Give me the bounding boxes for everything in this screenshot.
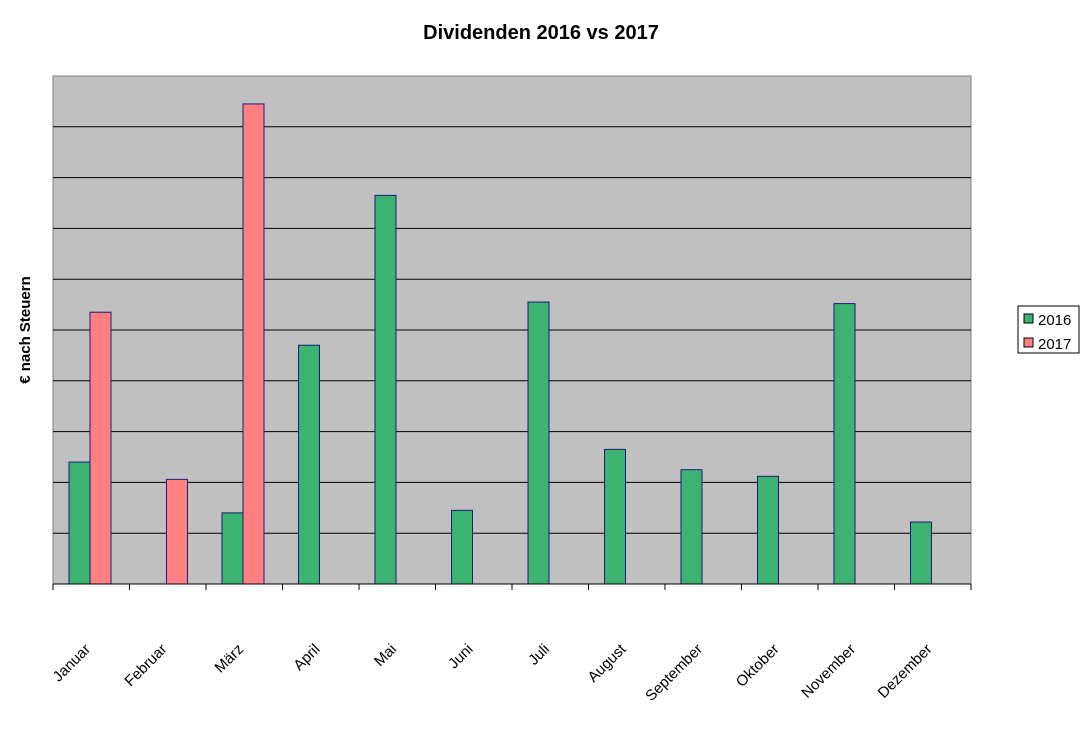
x-tick-label: August — [585, 640, 631, 686]
bar-2016-Mai — [374, 194, 397, 585]
chart-title: Dividenden 2016 vs 2017 — [423, 22, 659, 44]
bar-2016-März — [221, 512, 244, 585]
legend-label-2016: 2016 — [1038, 312, 1071, 329]
legend-swatch-2016 — [1023, 313, 1034, 324]
gridlines — [53, 126, 971, 534]
bar-2016-November — [833, 303, 856, 585]
bar-2017-Februar — [166, 478, 188, 585]
x-tick-label: Oktober — [733, 641, 783, 691]
legend: 2016 2017 — [1017, 305, 1080, 354]
bar-2017-März — [242, 103, 265, 585]
x-tick-label: September — [642, 641, 706, 705]
x-tick-label: Juli — [525, 641, 553, 669]
x-tick-label: März — [211, 641, 247, 677]
bar-2016-Juli — [527, 301, 550, 585]
y-axis-label: € nach Steuern — [17, 276, 34, 384]
legend-label-2017: 2017 — [1038, 336, 1071, 353]
bar-2016-August — [604, 448, 626, 585]
legend-swatch-2017 — [1023, 337, 1034, 348]
x-tick-label: Juni — [445, 641, 476, 672]
bar-2016-September — [680, 469, 703, 585]
x-tick-label: Dezember — [875, 641, 936, 702]
bars — [68, 103, 932, 585]
x-tick-label: April — [290, 641, 323, 674]
bar-2016-Juni — [451, 509, 473, 585]
bar-2016-Januar — [68, 461, 91, 585]
bar-2016-April — [298, 344, 320, 585]
x-tick-label: Mai — [371, 641, 400, 670]
x-tick-label: Februar — [121, 641, 170, 690]
bar-2017-Januar — [89, 311, 112, 585]
x-axis: Januar Februar März April Mai Juni Juli August S… — [50, 583, 972, 705]
bar-2016-Dezember — [910, 521, 932, 585]
bar-2016-Oktober — [757, 475, 779, 585]
x-tick-label: Januar — [50, 641, 94, 685]
x-tick-label: November — [798, 641, 859, 702]
